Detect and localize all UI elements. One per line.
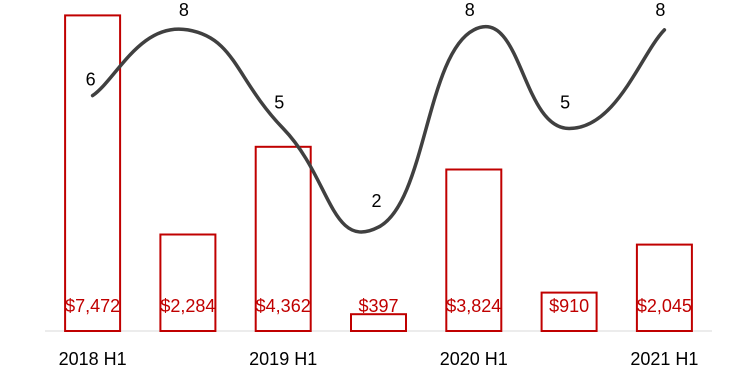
bar-data-label: $910 — [549, 296, 589, 316]
line-data-label: 8 — [655, 0, 665, 20]
bar — [445, 168, 503, 332]
bar-data-label: $3,824 — [446, 296, 501, 316]
bar-data-label: $4,362 — [256, 296, 311, 316]
bar-data-label: $2,045 — [637, 296, 692, 316]
count-series-line — [90, 25, 667, 234]
bar-data-labels: $7,472 $2,284 $4,362 $397 $3,824 $910 $2,045 — [65, 296, 692, 316]
bar-data-label: $397 — [358, 296, 398, 316]
line-data-label: 8 — [179, 0, 189, 20]
bar — [350, 313, 407, 333]
line-data-label: 5 — [560, 93, 570, 113]
x-tick-label: 2021 H1 — [630, 349, 698, 369]
bar-data-label: $7,472 — [65, 296, 120, 316]
x-tick-label: 2019 H1 — [249, 349, 317, 369]
line-data-label: 8 — [465, 0, 475, 20]
x-axis-tick-labels: 2018 H1 2019 H1 2020 H1 2021 H1 — [59, 349, 699, 369]
bar — [635, 243, 693, 333]
line-data-label: 2 — [371, 191, 381, 211]
line-data-label: 6 — [86, 70, 96, 90]
bar — [254, 145, 312, 332]
bar — [540, 291, 598, 333]
bar-data-label: $2,284 — [160, 296, 215, 316]
x-tick-label: 2018 H1 — [59, 349, 127, 369]
bar-series — [64, 14, 693, 333]
line-data-labels: 6 8 5 2 8 5 8 — [86, 0, 666, 211]
x-tick-label: 2020 H1 — [440, 349, 508, 369]
bar — [159, 233, 217, 332]
line-data-label: 5 — [274, 93, 284, 113]
bar — [64, 14, 122, 333]
